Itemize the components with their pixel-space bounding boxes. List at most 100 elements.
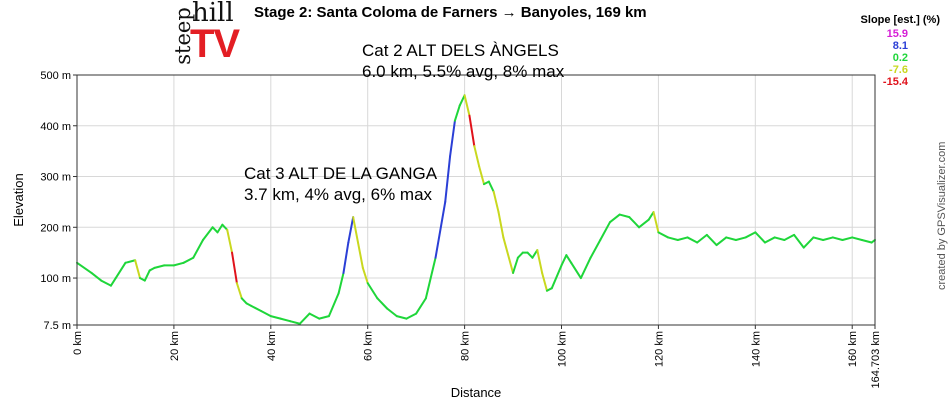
elevation-segment-80 — [652, 211, 660, 234]
elevation-segment-1 — [90, 271, 103, 282]
logo-tv-text: TV — [190, 22, 240, 66]
elevation-segment-44 — [415, 297, 427, 315]
elevation-segment-46 — [434, 200, 447, 259]
elevation-segment-0 — [76, 261, 93, 274]
elevation-segment-10 — [153, 264, 166, 269]
y-tick-label-4: 400 m — [40, 121, 71, 133]
legend-title: Slope [est.] (%) — [860, 14, 940, 26]
logo-hill-text: hill — [192, 0, 234, 28]
elevation-segment-64 — [531, 249, 539, 259]
plot-frame — [76, 74, 876, 326]
elevation-segment-42 — [395, 315, 408, 320]
y-tick-label-3: 300 m — [40, 172, 71, 184]
elevation-segment-95 — [793, 233, 805, 249]
x-tick-label-8: 160 km — [847, 331, 859, 367]
elevation-segment-13 — [182, 256, 195, 264]
y-axis-label: Elevation — [11, 173, 26, 226]
elevation-segment-90 — [744, 231, 757, 239]
elevation-segment-61 — [516, 251, 524, 259]
elevation-segment-99 — [831, 236, 844, 241]
elevation-segment-27 — [279, 317, 292, 323]
x-tick-label-4: 80 km — [460, 331, 472, 361]
legend-entry-2: 0.2 — [892, 52, 908, 64]
x-tick-label-2: 40 km — [266, 331, 278, 361]
elevation-segment-18 — [221, 223, 229, 231]
elevation-segment-20 — [231, 251, 238, 285]
elevation-segment-47 — [444, 155, 452, 203]
elevation-segment-101 — [851, 236, 863, 241]
elevation-segment-77 — [628, 216, 641, 229]
x-tick-label-9: 164.703 km — [870, 331, 882, 388]
y-tick-label-5: 500 m — [40, 70, 71, 82]
elevation-segment-2 — [100, 279, 112, 287]
elevation-segment-28 — [289, 320, 301, 325]
elevation-segment-53 — [473, 145, 481, 168]
steephill-logo: steep hill TV — [168, 0, 248, 68]
elevation-segment-85 — [696, 233, 708, 244]
elevation-segment-84 — [686, 236, 699, 244]
elevation-segment-70 — [565, 254, 573, 264]
elevation-segment-41 — [386, 307, 398, 318]
elevation-segment-66 — [541, 271, 548, 292]
y-tick-label-0: 7.5 m — [43, 320, 71, 332]
legend-entry-1: 8.1 — [892, 40, 908, 52]
elevation-segment-78 — [638, 218, 650, 229]
elevation-segment-26 — [269, 315, 282, 320]
credit-text: created by GPSVisualizer.com — [936, 141, 948, 290]
chart-title: Stage 2: Santa Coloma de Farners → Banyo… — [254, 4, 647, 21]
elevation-segment-21 — [235, 282, 243, 300]
elevation-series — [76, 94, 876, 325]
elevation-segment-45 — [424, 256, 437, 300]
slope-legend: Slope [est.] (%) 15.9 8.1 0.2 -7.6 -15.4 — [800, 14, 940, 88]
elevation-segment-43 — [405, 312, 418, 320]
elevation-segment-86 — [705, 233, 718, 247]
elevation-segment-72 — [579, 256, 592, 280]
elevation-segment-33 — [337, 271, 345, 295]
x-tick-label-3: 60 km — [363, 331, 375, 361]
climb-annotation-angels: Cat 2 ALT DELS ÀNGELS 6.0 km, 5.5% avg, … — [362, 40, 564, 82]
elevation-segment-3 — [109, 277, 117, 287]
elevation-segment-52 — [468, 114, 476, 148]
elevation-segment-4 — [114, 261, 127, 280]
elevation-segment-50 — [458, 94, 466, 107]
annotation-angels-stats: 6.0 km, 5.5% avg, 8% max — [362, 62, 565, 81]
x-axis-label: Distance — [451, 385, 502, 400]
y-axis-ticks: 7.5 m 100 m 200 m 300 m 400 m 500 m — [40, 70, 77, 332]
elevation-segment-8 — [143, 269, 151, 282]
elevation-segment-71 — [570, 261, 582, 280]
elevation-segment-96 — [802, 236, 815, 249]
elevation-segment-16 — [211, 226, 219, 234]
elevation-segment-63 — [526, 251, 534, 259]
elevation-segment-34 — [342, 241, 350, 274]
elevation-segment-73 — [589, 238, 602, 259]
elevation-segment-15 — [201, 226, 214, 241]
elevation-segment-88 — [725, 236, 737, 241]
elevation-segment-19 — [226, 228, 234, 254]
elevation-segment-39 — [366, 282, 379, 300]
elevation-segment-37 — [357, 241, 364, 269]
elevation-segment-5 — [124, 259, 137, 264]
elevation-segment-100 — [841, 236, 854, 241]
elevation-segment-102 — [860, 238, 873, 244]
elevation-segment-98 — [822, 236, 834, 241]
elevation-segment-12 — [172, 261, 185, 267]
elevation-segment-97 — [812, 236, 825, 241]
legend-entry-4: -15.4 — [882, 76, 908, 88]
legend-entry-0: 15.9 — [886, 28, 908, 40]
legend-entry-3: -7.6 — [889, 64, 908, 76]
elevation-segment-89 — [734, 236, 747, 241]
x-tick-label-1: 20 km — [169, 331, 181, 361]
elevation-segment-94 — [783, 233, 796, 241]
elevation-segment-75 — [608, 213, 621, 224]
elevation-segment-24 — [250, 304, 263, 313]
elevation-segment-79 — [647, 211, 655, 221]
elevation-segment-69 — [560, 254, 568, 267]
elevation-segment-6 — [134, 259, 141, 280]
elevation-segment-49 — [453, 104, 461, 122]
elevation-segment-103 — [870, 238, 876, 244]
elevation-segment-56 — [487, 180, 495, 193]
elevation-segment-54 — [478, 165, 485, 186]
elevation-segment-91 — [754, 231, 767, 244]
elevation-segment-29 — [298, 312, 311, 325]
